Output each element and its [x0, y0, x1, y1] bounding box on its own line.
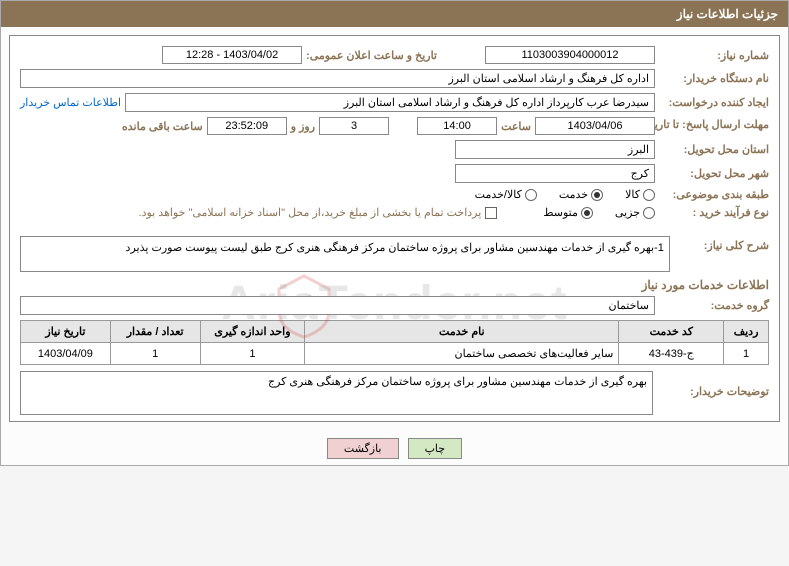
services-info-title: اطلاعات خدمات مورد نیاز — [20, 278, 769, 292]
table-header-row: ردیف کد خدمت نام خدمت واحد اندازه گیری ت… — [21, 321, 769, 343]
delivery-province-label: استان محل تحویل: — [659, 143, 769, 156]
medium-label: متوسط — [543, 206, 578, 219]
th-date: تاریخ نیاز — [21, 321, 111, 343]
print-button[interactable]: چاپ — [408, 438, 463, 459]
contact-link[interactable]: اطلاعات تماس خریدار — [20, 96, 121, 109]
delivery-city-label: شهر محل تحویل: — [659, 167, 769, 180]
service-label: خدمت — [559, 188, 588, 201]
page-header: جزئیات اطلاعات نیاز — [1, 1, 788, 27]
radio-icon — [643, 189, 655, 201]
need-desc-label: شرح کلی نیاز: — [674, 236, 769, 252]
radio-icon — [591, 189, 603, 201]
payment-checkbox[interactable] — [485, 207, 497, 219]
requester-label: ایجاد کننده درخواست: — [659, 96, 769, 109]
service-group-label: گروه خدمت: — [659, 299, 769, 312]
deadline-time-value: 14:00 — [417, 117, 497, 135]
requester-value: سیدرضا عرب کارپرداز اداره کل فرهنگ و ارش… — [125, 93, 655, 112]
deadline-date-value: 1403/04/06 — [535, 117, 655, 135]
th-code: کد خدمت — [619, 321, 724, 343]
th-name: نام خدمت — [305, 321, 619, 343]
goods-service-label: کالا/خدمت — [475, 188, 522, 201]
need-number-value: 1103003904000012 — [485, 46, 655, 64]
cell-date: 1403/04/09 — [21, 343, 111, 365]
cell-name: سایر فعالیت‌های تخصصی ساختمان — [305, 343, 619, 365]
need-number-label: شماره نیاز: — [659, 49, 769, 62]
need-desc-value: 1-بهره گیری از خدمات مهندسین مشاور برای … — [20, 236, 670, 272]
cell-unit: 1 — [200, 343, 305, 365]
time-label: ساعت — [501, 120, 531, 133]
time-remaining-value: 23:52:09 — [207, 117, 287, 135]
buyer-notes-label: توضیحات خریدار: — [659, 371, 769, 398]
days-remaining-value: 3 — [319, 117, 389, 135]
radio-icon — [643, 207, 655, 219]
radio-medium[interactable]: متوسط — [543, 206, 593, 219]
deadline-label: مهلت ارسال پاسخ: تا تاریخ: — [659, 119, 769, 132]
services-table: ردیف کد خدمت نام خدمت واحد اندازه گیری ت… — [20, 320, 769, 365]
delivery-city-value: کرج — [455, 164, 655, 183]
payment-note: پرداخت تمام یا بخشی از مبلغ خرید،از محل … — [139, 206, 482, 219]
button-row: چاپ بازگشت — [1, 430, 788, 465]
announce-datetime-label: تاریخ و ساعت اعلان عمومی: — [306, 49, 437, 62]
purchase-type-label: نوع فرآیند خرید : — [659, 206, 769, 219]
cell-code: ج-439-43 — [619, 343, 724, 365]
service-group-value: ساختمان — [20, 296, 655, 315]
radio-goods[interactable]: کالا — [625, 188, 655, 201]
radio-service[interactable]: خدمت — [559, 188, 603, 201]
time-remaining-suffix: ساعت باقی مانده — [122, 120, 203, 133]
cell-qty: 1 — [110, 343, 200, 365]
buyer-org-label: نام دستگاه خریدار: — [659, 72, 769, 85]
table-row: 1 ج-439-43 سایر فعالیت‌های تخصصی ساختمان… — [21, 343, 769, 365]
radio-goods-service[interactable]: کالا/خدمت — [475, 188, 537, 201]
th-qty: تعداد / مقدار — [110, 321, 200, 343]
minor-label: جزیی — [615, 206, 640, 219]
radio-icon — [581, 207, 593, 219]
buyer-org-value: اداره کل فرهنگ و ارشاد اسلامی استان البر… — [20, 69, 655, 88]
delivery-province-value: البرز — [455, 140, 655, 159]
subject-cat-label: طبقه بندی موضوعی: — [659, 188, 769, 201]
days-and-label: روز و — [291, 120, 315, 133]
form-panel: AriaTender.net شماره نیاز: 1103003904000… — [9, 35, 780, 422]
radio-icon — [525, 189, 537, 201]
goods-label: کالا — [625, 188, 640, 201]
cell-row: 1 — [724, 343, 769, 365]
buyer-notes-value: بهره گیری از خدمات مهندسین مشاور برای پر… — [20, 371, 653, 415]
th-unit: واحد اندازه گیری — [200, 321, 305, 343]
announce-datetime-value: 1403/04/02 - 12:28 — [162, 46, 302, 64]
back-button[interactable]: بازگشت — [327, 438, 399, 459]
th-row: ردیف — [724, 321, 769, 343]
radio-minor[interactable]: جزیی — [615, 206, 655, 219]
